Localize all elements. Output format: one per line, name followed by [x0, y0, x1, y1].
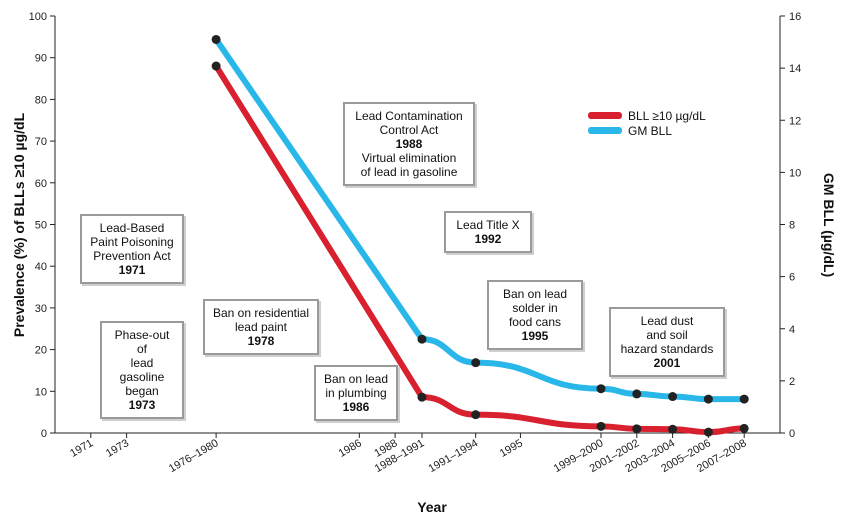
annotation-line: hazard standards: [620, 342, 714, 356]
annotation-2001: Lead dust and soil hazard standards 2001: [609, 307, 725, 377]
left-y-tick-label: 60: [35, 178, 47, 190]
right-y-tick-label: 14: [789, 63, 801, 75]
legend-swatch-blue: [588, 127, 622, 134]
annotation-1986: Ban on lead in plumbing 1986: [314, 365, 398, 421]
annotation-year: 1995: [521, 329, 549, 343]
annotation-line: Lead dust: [640, 314, 694, 328]
legend-item-gm-bll: GM BLL: [588, 123, 706, 138]
right-y-tick-label: 8: [789, 220, 795, 232]
legend-item-bll10: BLL ≥10 µg/dL: [588, 108, 706, 123]
data-point-1: [739, 394, 749, 404]
annotation-line: Control Act: [379, 123, 439, 137]
x-tick-label: 1971: [68, 437, 95, 460]
annotation-year: 1973: [128, 398, 156, 412]
data-point-1: [211, 34, 221, 44]
left-y-tick-label: 90: [35, 53, 47, 65]
left-y-tick-label: 10: [35, 386, 47, 398]
annotation-line: solder in: [512, 301, 558, 315]
annotation-line: Lead Title X: [456, 218, 520, 232]
annotation-line: Paint Poisoning: [90, 235, 174, 249]
x-tick-label: 1973: [104, 437, 131, 460]
data-point-0: [632, 424, 642, 434]
annotation-line: Phase-out of: [114, 328, 170, 356]
annotation-1988: Lead Contamination Control Act 1988 Virt…: [343, 102, 475, 186]
right-y-tick-label: 10: [789, 167, 801, 179]
annotation-year: 1978: [247, 334, 275, 348]
annotation-line: lead gasoline: [119, 356, 165, 384]
data-point-1: [471, 358, 481, 368]
annotation-1995: Ban on lead solder in food cans 1995: [487, 280, 583, 350]
x-tick-label: 1995: [498, 437, 525, 460]
data-point-0: [703, 427, 713, 437]
data-point-0: [668, 424, 678, 434]
left-y-tick-label: 100: [29, 11, 47, 23]
left-y-tick-label: 0: [41, 428, 47, 440]
right-y-tick-label: 6: [789, 272, 795, 284]
right-y-tick-label: 2: [789, 376, 795, 388]
data-point-1: [596, 384, 606, 394]
data-point-0: [739, 423, 749, 433]
left-y-tick-label: 20: [35, 345, 47, 357]
x-axis-title: Year: [417, 499, 447, 515]
annotation-line: and soil: [646, 328, 688, 342]
annotation-year: 1992: [474, 232, 502, 246]
annotation-line: Lead Contamination: [355, 109, 463, 123]
annotation-line: lead paint: [234, 320, 288, 334]
left-y-tick-label: 50: [35, 220, 47, 232]
legend-label: GM BLL: [628, 123, 673, 138]
legend: BLL ≥10 µg/dL GM BLL: [588, 108, 706, 138]
annotation-year: 1971: [118, 263, 146, 277]
x-tick-label: 1986: [337, 437, 364, 460]
left-y-tick-label: 40: [35, 261, 47, 273]
annotation-line: began: [125, 384, 159, 398]
annotation-1973: Phase-out of lead gasoline began 1973: [100, 321, 184, 419]
annotation-line: Ban on lead: [502, 287, 568, 301]
x-tick-label: 1976–1980: [167, 437, 221, 475]
data-point-1: [632, 389, 642, 399]
data-point-0: [417, 392, 427, 402]
left-y-axis-title: Prevalence (%) of BLLs ≥10 µg/dL: [11, 112, 27, 337]
right-y-tick-label: 12: [789, 115, 801, 127]
right-y-tick-label: 4: [789, 324, 795, 336]
data-point-1: [703, 394, 713, 404]
annotation-line: Virtual elimination: [361, 151, 457, 165]
legend-swatch-red: [588, 112, 622, 119]
left-y-tick-label: 70: [35, 136, 47, 148]
annotation-line: Prevention Act: [93, 249, 171, 263]
annotation-year: 1988: [395, 137, 423, 151]
annotation-1992: Lead Title X 1992: [444, 211, 532, 253]
left-y-tick-label: 80: [35, 94, 47, 106]
data-point-0: [596, 421, 606, 431]
data-point-1: [668, 392, 678, 402]
axes: [50, 15, 785, 438]
legend-label: BLL ≥10 µg/dL: [628, 108, 706, 123]
series-lines: [211, 34, 749, 437]
annotation-line: Lead-Based: [99, 221, 165, 235]
annotation-1971: Lead-Based Paint Poisoning Prevention Ac…: [80, 214, 184, 284]
annotation-line: in plumbing: [325, 386, 387, 400]
annotation-line: Ban on lead: [323, 372, 389, 386]
annotation-1978: Ban on residential lead paint 1978: [203, 299, 319, 355]
right-y-tick-label: 16: [789, 11, 801, 23]
annotation-line: of lead in gasoline: [360, 165, 458, 179]
data-point-0: [471, 410, 481, 420]
left-y-tick-label: 30: [35, 303, 47, 315]
data-point-0: [211, 61, 221, 71]
annotation-year: 1986: [342, 400, 370, 414]
annotation-line: Ban on residential: [212, 306, 310, 320]
x-tick-label: 1991–1994: [426, 437, 480, 475]
data-point-1: [417, 334, 427, 344]
right-y-tick-label: 0: [789, 428, 795, 440]
annotation-year: 2001: [653, 356, 681, 370]
annotation-line: food cans: [508, 315, 562, 329]
right-y-axis-title: GM BLL (µg/dL): [821, 173, 837, 277]
